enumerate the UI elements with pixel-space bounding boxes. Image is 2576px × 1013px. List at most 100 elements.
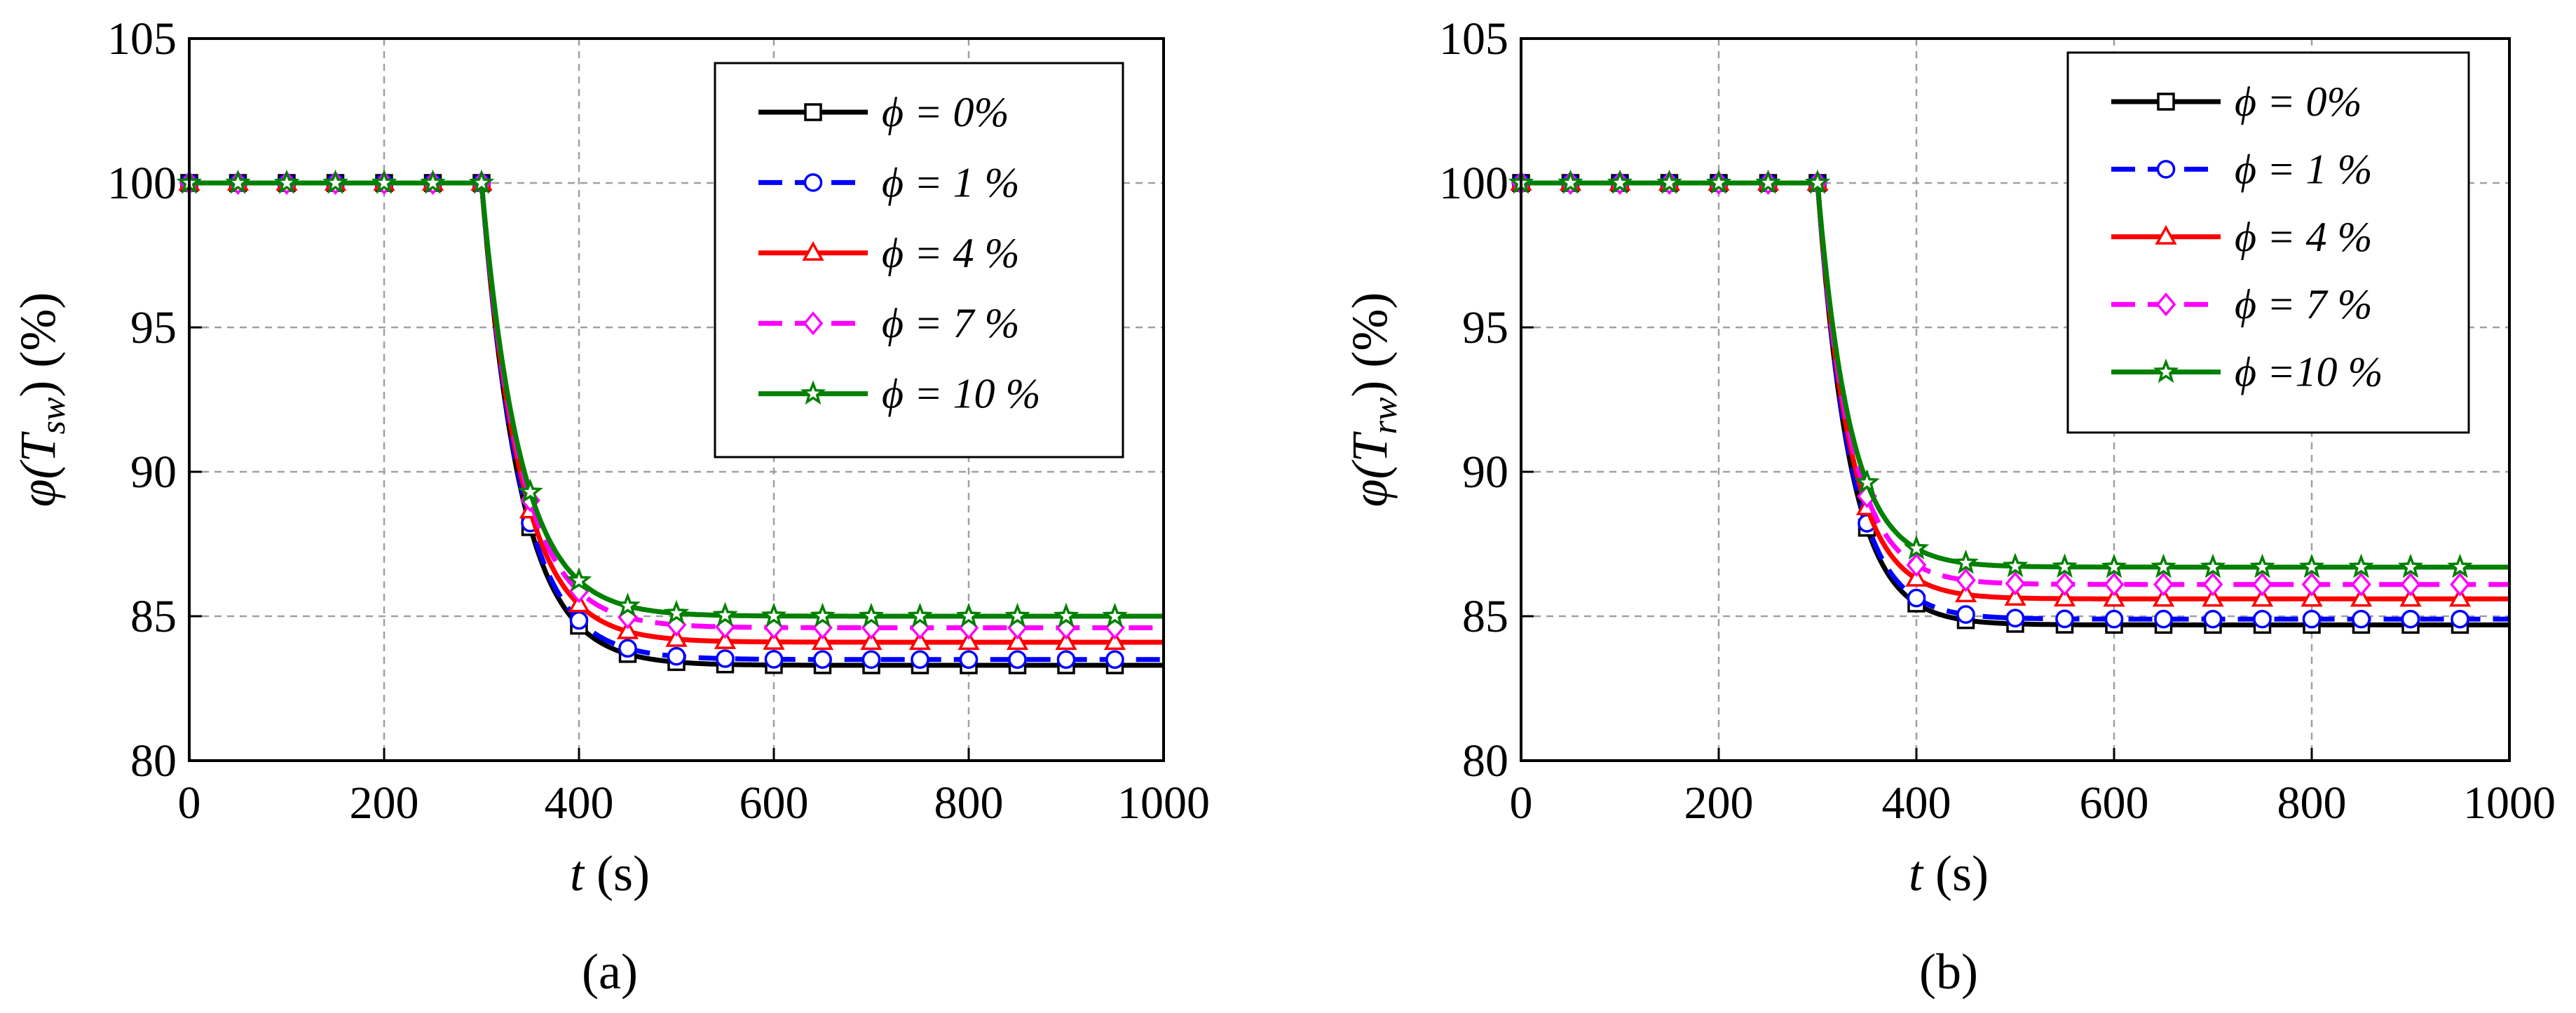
marker-star xyxy=(468,169,495,194)
marker-diamond xyxy=(2400,572,2421,597)
marker-star xyxy=(1102,602,1128,627)
marker-square xyxy=(804,103,822,121)
y-axis-tail: ) (%) xyxy=(10,292,66,397)
y-tick-label: 100 xyxy=(1439,158,1508,209)
marker-star xyxy=(2153,358,2179,383)
plot-frame xyxy=(188,37,1165,762)
x-tick-label: 400 xyxy=(545,777,614,829)
marker-triangle xyxy=(2103,587,2125,607)
marker-star xyxy=(1755,169,1781,194)
marker-star xyxy=(2101,553,2127,578)
marker-circle xyxy=(2302,609,2322,629)
marker-star xyxy=(1804,169,1831,194)
y-tick-label: 90 xyxy=(1462,447,1508,498)
marker-star xyxy=(1953,549,1979,574)
marker-diamond xyxy=(2153,572,2174,597)
marker-triangle xyxy=(1954,583,1977,603)
marker-triangle xyxy=(2251,587,2274,607)
legend: ϕ = 0% ϕ = 1 % ϕ = 4 % ϕ = 7 % ϕ =10 % xyxy=(2066,51,2470,434)
marker-circle xyxy=(618,639,637,658)
marker-circle xyxy=(2253,609,2272,629)
marker-star xyxy=(955,602,982,627)
x-tick-label: 1000 xyxy=(2463,777,2556,829)
marker-star xyxy=(1558,169,1583,194)
marker-star xyxy=(2052,553,2078,578)
x-tick-label: 1000 xyxy=(1117,777,1210,829)
marker-star xyxy=(1903,535,1930,560)
marker-circle xyxy=(2352,609,2371,629)
marker-diamond xyxy=(2005,571,2026,596)
x-axis-label: t (s) xyxy=(1909,845,1989,902)
x-axis-unit: (s) xyxy=(1923,845,1989,902)
marker-triangle xyxy=(2448,587,2472,607)
x-tick-label: 600 xyxy=(2080,777,2149,829)
marker-diamond xyxy=(2301,572,2322,597)
marker-circle xyxy=(2156,160,2176,179)
y-axis-var: T xyxy=(1342,430,1398,462)
marker-square xyxy=(2157,93,2175,111)
marker-circle xyxy=(2005,609,2025,627)
marker-triangle xyxy=(665,627,688,647)
series-star xyxy=(176,169,1164,627)
marker-star xyxy=(2249,553,2275,578)
marker-circle xyxy=(2401,609,2420,629)
marker-circle xyxy=(803,173,823,192)
marker-diamond xyxy=(2351,572,2371,597)
marker-triangle xyxy=(908,630,932,651)
marker-triangle xyxy=(2350,587,2373,607)
marker-star xyxy=(615,592,641,617)
x-axis-var: t xyxy=(570,845,585,902)
y-axis-var: T xyxy=(10,430,66,462)
marker-triangle xyxy=(2004,586,2026,606)
x-tick-label: 200 xyxy=(1684,777,1754,829)
marker-star xyxy=(2397,553,2424,578)
marker-star xyxy=(1607,169,1633,194)
marker-triangle xyxy=(1103,630,1126,651)
marker-star xyxy=(2348,553,2374,578)
marker-circle xyxy=(1956,605,1975,624)
marker-circle xyxy=(911,650,929,669)
marker-diamond xyxy=(2252,572,2272,597)
legend-label: ϕ = 1 % xyxy=(2235,146,2373,192)
legend-label: ϕ = 0% xyxy=(2235,79,2362,125)
y-axis-func: φ( xyxy=(1342,459,1398,507)
marker-diamond xyxy=(2155,292,2176,317)
marker-star xyxy=(2447,553,2473,578)
marker-star xyxy=(371,169,397,194)
x-axis-unit: (s) xyxy=(584,845,650,902)
y-axis-tail: ) (%) xyxy=(1342,292,1398,397)
legend: ϕ = 0% ϕ = 1 % ϕ = 4 % ϕ = 7 % ϕ = 10 % xyxy=(714,62,1124,458)
x-tick-label: 200 xyxy=(350,777,419,829)
y-tick-label: 105 xyxy=(1439,13,1508,64)
marker-circle xyxy=(569,611,589,630)
y-tick-label: 85 xyxy=(1462,591,1508,642)
marker-star xyxy=(420,169,446,194)
marker-triangle xyxy=(616,619,639,639)
marker-triangle xyxy=(763,630,785,650)
marker-circle xyxy=(764,650,784,669)
legend-label: ϕ = 7 % xyxy=(2235,281,2373,327)
marker-diamond xyxy=(1906,553,1927,578)
legend-label: ϕ = 10 % xyxy=(882,371,1041,417)
marker-triangle xyxy=(811,630,834,651)
legend-label: ϕ = 1 % xyxy=(882,159,1020,205)
marker-star xyxy=(810,602,836,627)
y-tick-label: 90 xyxy=(130,447,177,498)
y-axis-sub: rw xyxy=(1365,397,1404,435)
marker-star xyxy=(663,599,690,625)
marker-circle xyxy=(813,650,832,669)
marker-star xyxy=(2002,552,2029,578)
marker-diamond xyxy=(2104,572,2125,597)
marker-circle xyxy=(861,650,881,669)
y-tick-label: 95 xyxy=(130,302,177,353)
x-axis-label: t (s) xyxy=(570,845,650,902)
marker-star xyxy=(1053,602,1079,627)
marker-triangle xyxy=(2155,225,2177,245)
marker-star xyxy=(517,478,543,503)
marker-circle xyxy=(959,650,979,669)
marker-triangle xyxy=(2202,587,2224,607)
marker-circle xyxy=(2055,609,2074,629)
x-tick-label: 600 xyxy=(740,777,809,829)
marker-diamond xyxy=(2202,572,2223,597)
